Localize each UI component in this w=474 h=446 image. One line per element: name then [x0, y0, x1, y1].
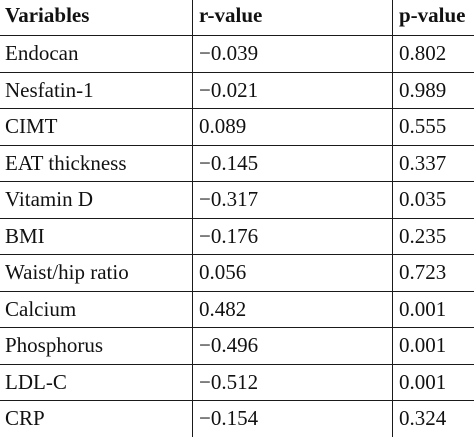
header-r-value: r-value — [192, 0, 393, 36]
variable-cell: CIMT — [0, 108, 193, 146]
r-value-cell: −0.145 — [192, 144, 393, 182]
table-row: Nesfatin-1 −0.021 0.989 — [0, 71, 474, 109]
p-value-cell: 0.989 — [392, 71, 474, 109]
table-row: BMI −0.176 0.235 — [0, 217, 474, 255]
p-value-cell: 0.035 — [392, 181, 474, 219]
r-value-cell: 0.089 — [192, 108, 393, 146]
r-value-cell: −0.039 — [192, 35, 393, 73]
p-value-cell: 0.337 — [392, 144, 474, 182]
r-value-cell: 0.056 — [192, 254, 393, 292]
r-value-cell: −0.021 — [192, 71, 393, 109]
table-row: EAT thickness −0.145 0.337 — [0, 144, 474, 182]
table-row: Vitamin D −0.317 0.035 — [0, 181, 474, 219]
table-row: Waist/hip ratio 0.056 0.723 — [0, 254, 474, 292]
r-value-cell: −0.176 — [192, 217, 393, 255]
header-row: Variables r-value p-value — [0, 0, 474, 36]
r-value-cell: −0.512 — [192, 363, 393, 401]
variable-cell: Calcium — [0, 290, 193, 328]
p-value-cell: 0.001 — [392, 327, 474, 365]
p-value-cell: 0.235 — [392, 217, 474, 255]
variable-cell: Vitamin D — [0, 181, 193, 219]
table-row: LDL-C −0.512 0.001 — [0, 363, 474, 401]
variable-cell: CRP — [0, 400, 193, 437]
variable-cell: BMI — [0, 217, 193, 255]
table-row: CRP −0.154 0.324 — [0, 400, 474, 437]
table-row: CIMT 0.089 0.555 — [0, 108, 474, 146]
r-value-cell: −0.317 — [192, 181, 393, 219]
variable-cell: Phosphorus — [0, 327, 193, 365]
p-value-cell: 0.001 — [392, 363, 474, 401]
p-value-cell: 0.324 — [392, 400, 474, 437]
r-value-cell: 0.482 — [192, 290, 393, 328]
p-value-cell: 0.555 — [392, 108, 474, 146]
variable-cell: Nesfatin-1 — [0, 71, 193, 109]
variable-cell: LDL-C — [0, 363, 193, 401]
table-row: Endocan −0.039 0.802 — [0, 35, 474, 73]
variable-cell: Endocan — [0, 35, 193, 73]
p-value-cell: 0.802 — [392, 35, 474, 73]
table-row: Phosphorus −0.496 0.001 — [0, 327, 474, 365]
variable-cell: EAT thickness — [0, 144, 193, 182]
r-value-cell: −0.496 — [192, 327, 393, 365]
table-row: Calcium 0.482 0.001 — [0, 290, 474, 328]
p-value-cell: 0.723 — [392, 254, 474, 292]
correlation-table: Variables r-value p-value Endocan −0.039… — [0, 0, 474, 437]
header-variables: Variables — [0, 0, 193, 36]
r-value-cell: −0.154 — [192, 400, 393, 437]
p-value-cell: 0.001 — [392, 290, 474, 328]
header-p-value: p-value — [392, 0, 474, 36]
variable-cell: Waist/hip ratio — [0, 254, 193, 292]
